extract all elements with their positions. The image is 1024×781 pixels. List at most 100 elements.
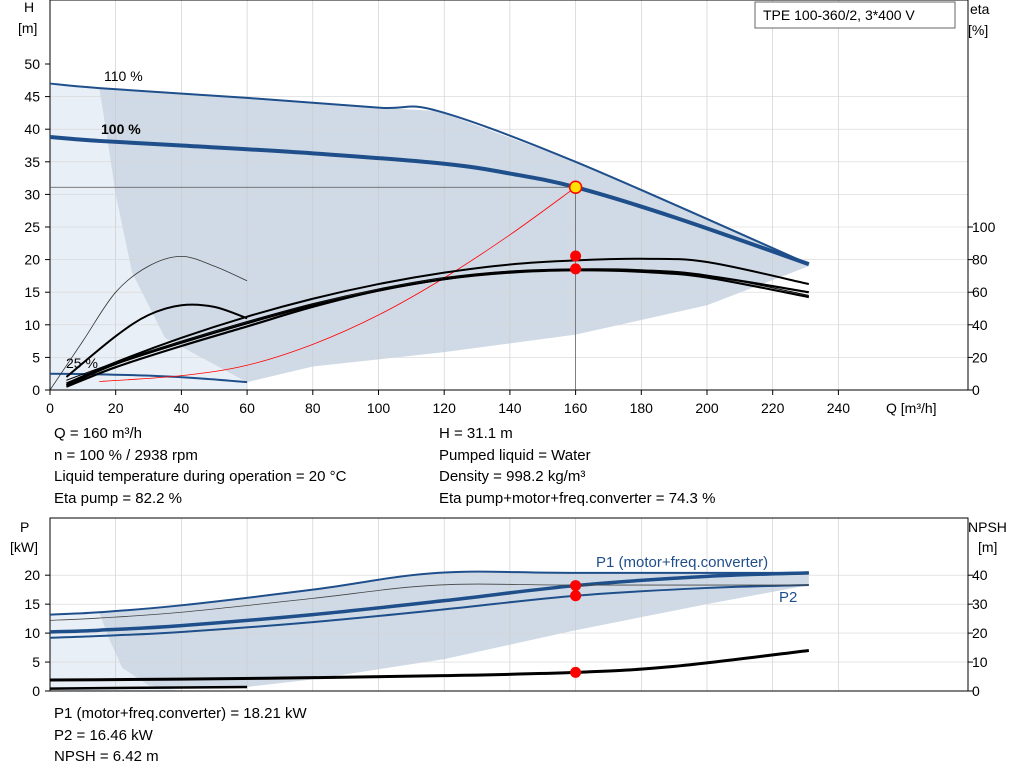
y-tick-label: 25: [24, 219, 40, 235]
duty-point: [570, 580, 582, 592]
info-eta-pump: Eta pump = 82.2 %: [54, 489, 182, 507]
eta-pump-curve: [66, 257, 810, 385]
grid-lines: [49, 0, 968, 390]
info-bottom-block: P1 (motor+freq.converter) = 18.21 kW P2 …: [54, 703, 307, 768]
x-axis-label: Q [m³/h]: [886, 400, 937, 416]
info-right-block: H = 31.1 m Pumped liquid = Water Density…: [439, 423, 715, 509]
grid-lines: [49, 518, 968, 691]
y-tick-label: 10: [24, 625, 40, 641]
x-tick-label: 60: [239, 400, 255, 416]
y2-axis-label: NPSH: [968, 519, 1007, 535]
y-tick-label: 0: [32, 382, 40, 398]
y2-tick-label: 40: [972, 567, 988, 583]
y-tick-label: 15: [24, 284, 40, 300]
eta-curve: [66, 268, 809, 381]
y-tick-label: 0: [32, 683, 40, 699]
p2-max-curve: [49, 583, 809, 621]
p1-curve: [49, 571, 809, 634]
y2-tick-label: 100: [972, 219, 996, 235]
duty-point: [570, 666, 582, 678]
x-tick-label: 120: [433, 400, 457, 416]
power-npsh-chart: 0 5 10 15 20 0 10 20 30 40 P [kW] NPSH [m] P1 (mo…: [10, 517, 1007, 699]
curve-label-25: 25 %: [66, 355, 98, 371]
curves: [49, 82, 810, 391]
info-density: Density = 998.2 kg/m³: [439, 468, 586, 485]
tick-labels: 0 20 40 60 80 100 120 140 160 180 200 220 2400510152…: [24, 56, 995, 416]
x-tick-label: 0: [46, 400, 54, 416]
info-left-block: Q = 160 m³/h n = 100 % / 2938 rpm Liquid…: [54, 423, 346, 509]
eta-low-speed-curve: [65, 303, 248, 378]
x-tick-label: 100: [367, 400, 391, 416]
series-label-p1: P1 (motor+freq.converter): [596, 554, 768, 571]
x-tick-label: 240: [827, 400, 851, 416]
y2-tick-label: 20: [972, 625, 988, 641]
system-curve: [99, 186, 576, 382]
duty-point: [570, 590, 582, 602]
info-p2: P2 = 16.46 kW: [54, 726, 153, 744]
info-p1: P1 (motor+freq.converter) = 18.21 kW: [54, 705, 307, 722]
y-tick-label: 5: [32, 654, 40, 670]
info-pumped-liquid: Pumped liquid = Water: [439, 446, 591, 464]
x-tick-label: 20: [108, 400, 124, 416]
y-tick-label: 20: [24, 252, 40, 268]
curve-100: [49, 135, 810, 267]
y-tick-label: 35: [24, 154, 40, 170]
p2-curve: [49, 584, 809, 639]
duty-point-eta: [570, 263, 582, 275]
curve-label-110: 110 %: [104, 68, 143, 84]
curve-label-100: 100 %: [101, 121, 141, 137]
y-tick-label: 10: [24, 317, 40, 333]
y2-tick-label: 40: [972, 317, 988, 333]
y2-tick-label: 0: [972, 683, 980, 699]
y2-tick-label: 60: [972, 284, 988, 300]
info-flow: Q = 160 m³/h: [54, 425, 142, 442]
y-axis-unit: [m]: [18, 20, 37, 36]
chart-title: TPE 100-360/2, 3*400 V: [763, 7, 915, 23]
y2-tick-label: 30: [972, 596, 988, 612]
head-efficiency-chart: 0 20 40 60 80 100 120 140 160 180 200 220 2400510152…: [18, 0, 996, 416]
x-tick-label: 180: [630, 400, 654, 416]
info-eta-total: Eta pump+motor+freq.converter = 74.3 %: [439, 489, 716, 507]
info-head: H = 31.1 m: [439, 425, 513, 442]
series-label-p2: P2: [779, 589, 797, 606]
curve-110: [49, 82, 810, 266]
low-speed-region: [50, 83, 248, 390]
duty-point: [568, 180, 583, 194]
y-tick-label: 50: [24, 56, 40, 72]
p1-max-curve: [49, 570, 809, 616]
y2-axis-unit: [m]: [978, 539, 997, 555]
y-tick-label: 40: [24, 121, 40, 137]
x-tick-label: 80: [305, 400, 321, 416]
y-tick-label: 5: [32, 349, 40, 365]
y-tick-label: 45: [24, 89, 40, 105]
y2-axis-unit: [%]: [968, 22, 988, 38]
info-npsh: NPSH = 6.42 m: [54, 748, 159, 765]
duty-point-eta: [570, 250, 582, 262]
y-axis-label: P: [20, 519, 29, 535]
y2-tick-label: 0: [972, 382, 980, 398]
plot-frame: [49, 0, 969, 391]
y-tick-label: 30: [24, 186, 40, 202]
x-tick-label: 220: [761, 400, 785, 416]
title-box: [754, 1, 956, 29]
y2-tick-label: 20: [972, 349, 988, 365]
x-tick-label: 160: [564, 400, 588, 416]
eta-low-speed-curve: [49, 255, 248, 391]
power-range-region: [99, 572, 809, 689]
eta-total-curve: [66, 268, 810, 388]
curves: [49, 570, 810, 690]
info-speed: n = 100 % / 2938 rpm: [54, 446, 198, 464]
tick-labels: 0 5 10 15 20 0 10 20 30 40: [24, 567, 987, 699]
y2-tick-label: 80: [972, 252, 988, 268]
info-liquid-temp: Liquid temperature during operation = 20…: [54, 468, 347, 485]
y-tick-label: 20: [24, 567, 40, 583]
y-axis-label: H: [24, 0, 34, 15]
y2-tick-label: 10: [972, 654, 988, 670]
y2-axis-label: eta: [970, 1, 990, 17]
x-tick-label: 140: [498, 400, 522, 416]
x-tick-label: 40: [174, 400, 190, 416]
p-low-speed-curve: [49, 685, 248, 690]
npsh-curve: [49, 648, 810, 682]
y-tick-label: 15: [24, 596, 40, 612]
